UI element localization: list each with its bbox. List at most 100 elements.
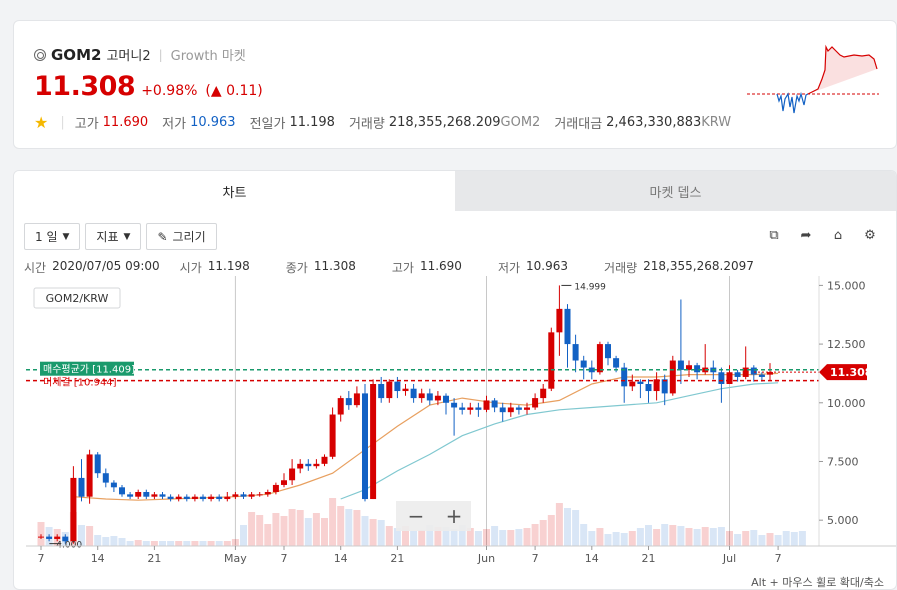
candle-body bbox=[758, 374, 765, 377]
volume-bar bbox=[458, 525, 466, 546]
candle-body bbox=[297, 463, 304, 469]
volume-bar bbox=[78, 525, 85, 546]
candle-body bbox=[499, 407, 506, 413]
favorite-star-icon[interactable]: ★ bbox=[34, 113, 49, 132]
max-marker-label: 14.999 bbox=[574, 282, 606, 292]
x-tick-label: 21 bbox=[147, 552, 161, 565]
candle-body bbox=[418, 393, 425, 399]
volume-bar bbox=[798, 531, 806, 546]
draw-button[interactable]: ✎ 그리기 bbox=[146, 223, 217, 250]
coin-korean-name: 고머니2 bbox=[106, 49, 151, 64]
chart-panel: 차트 마켓 뎁스 1 일 ▼ 지표 ▼ ✎ 그리기 ⧉ ➦ ⌂ ⚙ 시간 202… bbox=[13, 170, 897, 590]
volume-bar bbox=[272, 513, 280, 546]
candle-body bbox=[669, 360, 676, 394]
volume-bar bbox=[86, 526, 94, 546]
tab-chart[interactable]: 차트 bbox=[14, 171, 455, 211]
candle-body bbox=[467, 407, 474, 410]
tag-icon[interactable]: ⌂ bbox=[833, 228, 843, 243]
volume-bar bbox=[353, 510, 361, 546]
pencil-icon: ✎ bbox=[157, 229, 168, 244]
volume-bar bbox=[296, 510, 304, 546]
volume-bar bbox=[385, 526, 393, 546]
candle-body bbox=[110, 482, 117, 488]
volume-bar bbox=[426, 525, 434, 546]
volume-bar bbox=[442, 527, 450, 546]
share-icon[interactable]: ➦ bbox=[800, 228, 812, 243]
candle-body bbox=[491, 400, 498, 408]
volume-bar bbox=[669, 525, 677, 546]
volume-bar bbox=[329, 498, 337, 546]
chart-tabs: 차트 마켓 뎁스 bbox=[14, 171, 896, 211]
popout-icon[interactable]: ⧉ bbox=[769, 228, 779, 243]
candlestick-chart[interactable]: 매수평균가 [11.409]미체결 [10.944]11.30814.9994.… bbox=[14, 276, 897, 590]
candle-body bbox=[167, 496, 174, 500]
candle-body bbox=[434, 395, 441, 401]
volume-bar bbox=[142, 541, 150, 546]
candle-body bbox=[532, 398, 539, 408]
candle-body bbox=[588, 367, 595, 373]
x-tick-label: 7 bbox=[38, 552, 45, 565]
y-tick-label: 10.000 bbox=[827, 397, 866, 410]
volume-bar bbox=[94, 535, 102, 546]
volume-bar bbox=[248, 512, 256, 546]
volume-bar bbox=[758, 535, 766, 546]
candle-body bbox=[451, 402, 458, 408]
candle-body bbox=[426, 393, 433, 401]
volume-value: 218,355,268.2097 bbox=[643, 259, 754, 273]
volume-bar bbox=[709, 528, 717, 546]
tab-market-depth[interactable]: 마켓 뎁스 bbox=[455, 171, 896, 211]
indicator-select[interactable]: 지표 ▼ bbox=[85, 223, 142, 250]
volume-bar bbox=[418, 530, 426, 546]
volume-bar bbox=[183, 541, 191, 546]
candle-body bbox=[742, 367, 749, 377]
candle-body bbox=[175, 496, 182, 500]
volume-bar bbox=[264, 524, 272, 546]
candle-body bbox=[370, 384, 377, 500]
candle-body bbox=[313, 463, 320, 467]
volume-bar bbox=[539, 520, 547, 546]
divider: | bbox=[158, 47, 163, 62]
volume-bar bbox=[118, 538, 126, 546]
candle-body bbox=[661, 379, 668, 394]
x-tick-label: 14 bbox=[585, 552, 599, 565]
candle-body bbox=[232, 494, 239, 497]
candle-body bbox=[78, 477, 85, 497]
volume-label: 거래량 bbox=[348, 117, 385, 132]
volume-bar bbox=[207, 541, 215, 546]
volume-bar bbox=[701, 527, 709, 546]
grid bbox=[234, 276, 730, 546]
x-tick-label: 7 bbox=[775, 552, 782, 565]
volume-bar bbox=[361, 516, 369, 546]
candle-body bbox=[127, 494, 134, 497]
trade-amount-label: 거래대금 bbox=[554, 117, 603, 132]
candle-body bbox=[289, 468, 296, 481]
chevron-down-icon: ▼ bbox=[62, 231, 70, 242]
candle-body bbox=[507, 407, 514, 413]
volume-unit: GOM2 bbox=[500, 115, 541, 130]
zoom-in-button[interactable]: + bbox=[446, 504, 463, 528]
candle-body bbox=[718, 372, 725, 384]
candle-body bbox=[256, 494, 263, 496]
volume-bar bbox=[159, 541, 166, 546]
low-label: 저가 bbox=[497, 261, 521, 275]
volume-bar bbox=[240, 525, 247, 546]
x-tick-label: May bbox=[224, 552, 247, 565]
chevron-down-icon: ▼ bbox=[123, 231, 131, 242]
candle-body bbox=[86, 454, 93, 497]
coin-title-row: GOM2 고머니2 | Growth 마켓 bbox=[34, 45, 246, 64]
volume-bar bbox=[507, 530, 515, 546]
time-value: 2020/07/05 09:00 bbox=[52, 259, 160, 273]
candle-body bbox=[208, 496, 215, 500]
volume-bar bbox=[645, 525, 652, 546]
settings-icon[interactable]: ⚙ bbox=[864, 228, 876, 243]
candle-body bbox=[677, 360, 684, 370]
volume-value: 218,355,268.209 bbox=[388, 115, 501, 130]
zoom-hint: Alt + 마우스 휠로 확대/축소 bbox=[751, 576, 884, 589]
zoom-out-button[interactable]: − bbox=[408, 504, 425, 528]
volume-bar bbox=[499, 530, 507, 546]
candle-body bbox=[248, 494, 255, 497]
interval-select[interactable]: 1 일 ▼ bbox=[24, 223, 81, 250]
chart-tools: ⧉ ➦ ⌂ ⚙ bbox=[766, 228, 878, 243]
candle-body bbox=[362, 393, 368, 500]
candle-body bbox=[272, 484, 279, 492]
